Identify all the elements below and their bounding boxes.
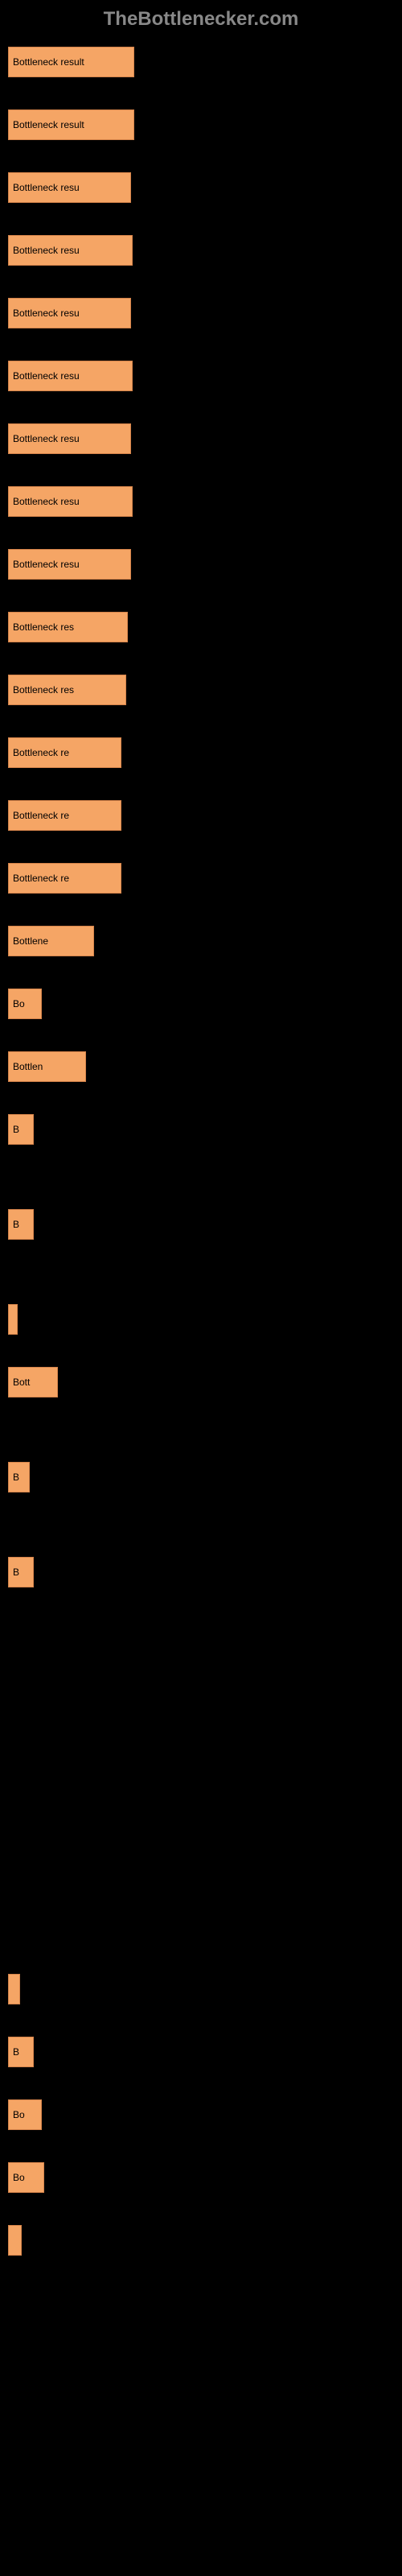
chart-bar: Bottleneck resu bbox=[8, 235, 133, 266]
chart-bar: Bo bbox=[8, 2099, 42, 2130]
chart-bar: Bottleneck resu bbox=[8, 549, 131, 580]
chart-bar: Bottleneck result bbox=[8, 109, 134, 140]
bar-row: Bottlen bbox=[8, 1051, 394, 1082]
bar-row: B bbox=[8, 1462, 394, 1492]
chart-bar bbox=[8, 1974, 20, 2004]
chart-bar: B bbox=[8, 2037, 34, 2067]
bar-row bbox=[8, 1974, 394, 2004]
bar-row: Bottleneck resu bbox=[8, 549, 394, 580]
chart-bar: Bottlen bbox=[8, 1051, 86, 1082]
bar-row: Bottleneck result bbox=[8, 109, 394, 140]
bar-row: B bbox=[8, 1114, 394, 1145]
chart-bar bbox=[8, 2225, 22, 2256]
bar-row: Bottleneck resu bbox=[8, 235, 394, 266]
chart-bar: Bottleneck resu bbox=[8, 423, 131, 454]
chart-bar: Bott bbox=[8, 1367, 58, 1397]
bar-row: Bottleneck resu bbox=[8, 172, 394, 203]
bar-row: Bottleneck resu bbox=[8, 486, 394, 517]
bar-row: Bo bbox=[8, 2099, 394, 2130]
bar-row: Bo bbox=[8, 2162, 394, 2193]
bar-row: B bbox=[8, 2037, 394, 2067]
chart-bar: Bottleneck re bbox=[8, 800, 121, 831]
bar-row: Bo bbox=[8, 989, 394, 1019]
chart-bar: Bottleneck resu bbox=[8, 361, 133, 391]
chart-bar: B bbox=[8, 1557, 34, 1587]
chart-bar: Bottleneck res bbox=[8, 675, 126, 705]
page-title: TheBottlenecker.com bbox=[0, 0, 402, 39]
bar-row: Bott bbox=[8, 1367, 394, 1397]
bar-row bbox=[8, 2225, 394, 2256]
bar-row: B bbox=[8, 1209, 394, 1240]
chart-bar: Bottleneck resu bbox=[8, 172, 131, 203]
chart-bar: Bottleneck result bbox=[8, 47, 134, 77]
bar-row: Bottleneck res bbox=[8, 675, 394, 705]
chart-bar bbox=[8, 1304, 18, 1335]
chart-bar: Bo bbox=[8, 2162, 44, 2193]
chart-bar: Bottlene bbox=[8, 926, 94, 956]
bar-row: Bottleneck resu bbox=[8, 423, 394, 454]
bar-row: Bottleneck re bbox=[8, 800, 394, 831]
bar-row: Bottlene bbox=[8, 926, 394, 956]
chart-bar: B bbox=[8, 1114, 34, 1145]
chart-bar: B bbox=[8, 1209, 34, 1240]
bar-row: Bottleneck result bbox=[8, 47, 394, 77]
bar-row: Bottleneck re bbox=[8, 737, 394, 768]
bar-row: Bottleneck re bbox=[8, 863, 394, 894]
chart-bar: Bottleneck re bbox=[8, 737, 121, 768]
chart-bar: B bbox=[8, 1462, 30, 1492]
bar-row: Bottleneck resu bbox=[8, 361, 394, 391]
chart-bar: Bo bbox=[8, 989, 42, 1019]
bar-row: B bbox=[8, 1557, 394, 1587]
chart-bar: Bottleneck res bbox=[8, 612, 128, 642]
chart-bar: Bottleneck resu bbox=[8, 298, 131, 328]
bar-row bbox=[8, 1304, 394, 1335]
bar-row: Bottleneck res bbox=[8, 612, 394, 642]
bar-chart: Bottleneck result Bottleneck result Bottle… bbox=[0, 39, 402, 2296]
bar-row: Bottleneck resu bbox=[8, 298, 394, 328]
chart-bar: Bottleneck re bbox=[8, 863, 121, 894]
chart-bar: Bottleneck resu bbox=[8, 486, 133, 517]
